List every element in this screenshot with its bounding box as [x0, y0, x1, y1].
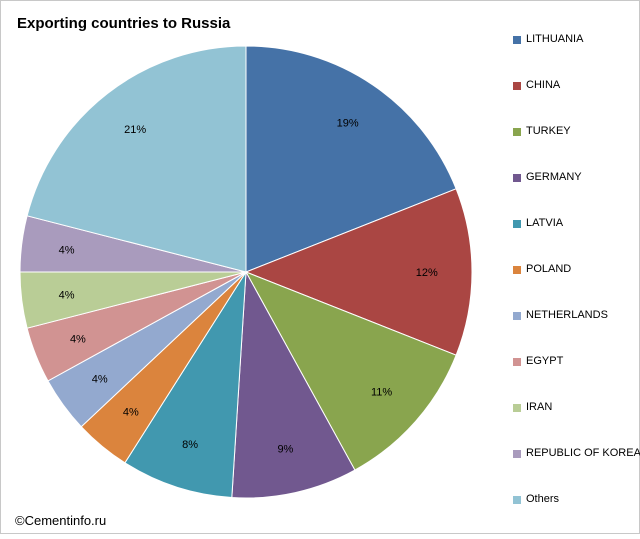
legend-swatch [513, 128, 521, 136]
legend-item-republic-of-korea: REPUBLIC OF KOREA [513, 447, 640, 493]
legend-label: CHINA [526, 79, 561, 91]
legend-swatch [513, 496, 521, 504]
legend-swatch [513, 404, 521, 412]
legend-swatch [513, 358, 521, 366]
legend-swatch [513, 174, 521, 182]
legend-item-netherlands: NETHERLANDS [513, 309, 640, 355]
data-label-iran: 4% [59, 290, 75, 302]
legend-item-china: CHINA [513, 79, 640, 125]
legend-label: LITHUANIA [526, 33, 584, 45]
legend-item-poland: POLAND [513, 263, 640, 309]
legend-label: NETHERLANDS [526, 309, 608, 321]
legend-item-germany: GERMANY [513, 171, 640, 217]
legend-swatch [513, 82, 521, 90]
legend-swatch [513, 450, 521, 458]
legend-item-turkey: TURKEY [513, 125, 640, 171]
data-label-latvia: 8% [182, 439, 198, 451]
legend-label: IRAN [526, 401, 553, 413]
legend-item-egypt: EGYPT [513, 355, 640, 401]
pie-slice-germany [231, 270, 356, 499]
legend-label: REPUBLIC OF KOREA [526, 447, 640, 459]
legend-item-iran: IRAN [513, 401, 640, 447]
pie-chart: 19% 12% 11% 9% 8% 4% 4% 4% 4% 4% 21% [19, 45, 473, 499]
legend-item-others: Others [513, 493, 640, 539]
legend-swatch [513, 266, 521, 274]
legend-label: EGYPT [526, 355, 564, 367]
legend-label: TURKEY [526, 125, 571, 137]
legend-item-latvia: LATVIA [513, 217, 640, 263]
pie-slice-others [26, 45, 247, 273]
data-label-republic-of-korea: 4% [59, 244, 75, 256]
data-label-lithuania: 19% [337, 118, 359, 130]
data-label-china: 12% [416, 267, 438, 279]
legend-swatch [513, 312, 521, 320]
legend-item-lithuania: LITHUANIA [513, 33, 640, 79]
legend: LITHUANIA CHINA TURKEY GERMANY LATVIA POLAND N… [513, 33, 640, 539]
data-label-others: 21% [124, 124, 146, 136]
legend-swatch [513, 36, 521, 44]
data-label-germany: 9% [277, 443, 293, 455]
data-label-egypt: 4% [70, 334, 86, 346]
data-label-poland: 4% [123, 406, 139, 418]
pie-slice-latvia [124, 271, 247, 499]
legend-label: Others [526, 493, 560, 505]
chart-title: Exporting countries to Russia [17, 15, 231, 32]
legend-label: POLAND [526, 263, 572, 275]
pie-slice-turkey [244, 271, 457, 471]
data-label-turkey: 11% [371, 387, 392, 399]
legend-label: GERMANY [526, 171, 582, 183]
legend-swatch [513, 220, 521, 228]
pie-slice-lithuania [245, 45, 457, 273]
data-label-netherlands: 4% [92, 373, 108, 385]
copyright-credit: ©Cementinfo.ru [15, 513, 107, 528]
pie-slice-china [244, 188, 473, 356]
legend-label: LATVIA [526, 217, 564, 229]
